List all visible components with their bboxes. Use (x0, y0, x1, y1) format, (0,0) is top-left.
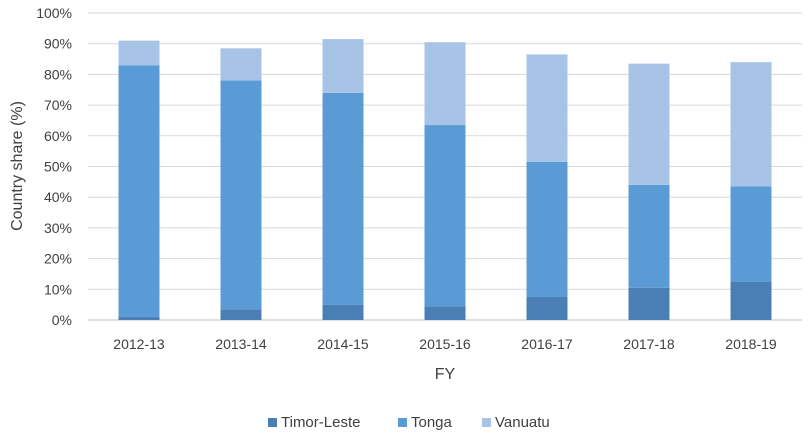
y-tick-label: 100% (36, 5, 72, 21)
bar-timor-leste-2013-14 (220, 309, 262, 320)
x-tick-label: 2012-13 (113, 336, 165, 352)
bar-timor-leste-2017-18 (628, 287, 670, 320)
x-tick-label: 2016-17 (521, 336, 573, 352)
y-tick-label: 70% (44, 97, 72, 113)
bar-tonga-2013-14 (220, 80, 262, 310)
legend-label: Vanuatu (495, 414, 550, 431)
legend-label: Timor-Leste (281, 414, 360, 431)
y-tick-label: 90% (44, 36, 72, 52)
y-tick-label: 20% (44, 251, 72, 267)
bar-tonga-2018-19 (730, 186, 772, 282)
y-tick-label: 60% (44, 128, 72, 144)
y-tick-label: 80% (44, 66, 72, 82)
bar-vanuatu-2016-17 (526, 54, 568, 162)
y-tick-label: 30% (44, 220, 72, 236)
x-tick-label: 2018-19 (725, 336, 777, 352)
x-tick-label: 2015-16 (419, 336, 471, 352)
x-tick-label: 2017-18 (623, 336, 675, 352)
bar-vanuatu-2017-18 (628, 63, 670, 185)
y-tick-label: 0% (52, 312, 72, 328)
x-axis-title: FY (435, 366, 456, 383)
bar-timor-leste-2016-17 (526, 296, 568, 320)
y-tick-label: 40% (44, 189, 72, 205)
bar-vanuatu-2014-15 (322, 39, 364, 93)
y-tick-label: 10% (44, 281, 72, 297)
y-axis-title: Country share (%) (9, 101, 26, 231)
x-axis-ticks: 2012-13 2013-14 2014-15 2015-16 2016-17 2017-… (113, 336, 777, 352)
bar-vanuatu-2015-16 (424, 42, 466, 126)
bar-timor-leste-2018-19 (730, 281, 772, 320)
legend-label: Tonga (411, 414, 453, 431)
legend-swatch (398, 418, 407, 427)
bar-tonga-2017-18 (628, 184, 670, 288)
bar-timor-leste-2015-16 (424, 306, 466, 320)
bar-vanuatu-2018-19 (730, 62, 772, 187)
legend: Timor-Leste Tonga Vanuatu (268, 414, 550, 431)
bar-timor-leste-2014-15 (322, 304, 364, 320)
y-axis-ticks: 0% 10% 20% 30% 40% 50% 60% 70% 80% 90% 100% (36, 5, 72, 328)
bar-tonga-2016-17 (526, 161, 568, 297)
bar-tonga-2014-15 (322, 92, 364, 305)
bar-vanuatu-2013-14 (220, 48, 262, 81)
y-tick-label: 50% (44, 159, 72, 175)
bar-tonga-2015-16 (424, 125, 466, 307)
x-tick-label: 2013-14 (215, 336, 267, 352)
bar-tonga-2012-13 (118, 65, 160, 317)
legend-swatch (268, 418, 277, 427)
x-tick-label: 2014-15 (317, 336, 369, 352)
bar-timor-leste-2012-13 (118, 316, 160, 320)
bars (118, 39, 772, 320)
legend-swatch (482, 418, 491, 427)
bar-vanuatu-2012-13 (118, 40, 160, 66)
